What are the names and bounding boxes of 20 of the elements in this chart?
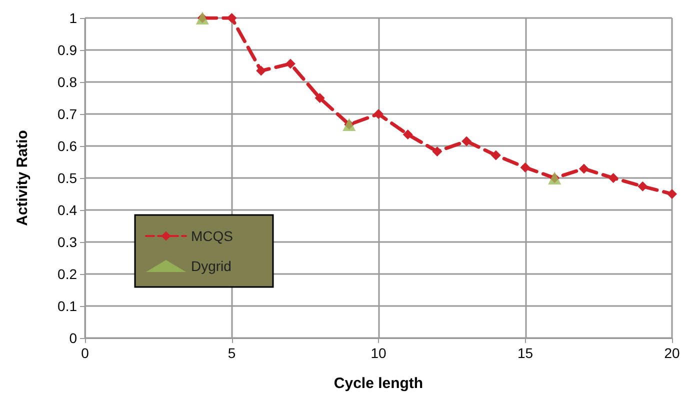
y-tick-label: 0 [69, 330, 78, 346]
y-tick-label: 0.9 [58, 42, 78, 58]
y-tick-label: 0.8 [58, 74, 78, 90]
y-axis-title: Activity Ratio [14, 130, 31, 226]
y-tick-label: 1 [69, 10, 78, 26]
y-tick-label: 0.1 [58, 298, 78, 314]
x-tick-label: 0 [81, 345, 90, 361]
legend-label: Dygrid [191, 258, 232, 274]
y-tick-label: 0.5 [58, 170, 78, 186]
y-tick-label: 0.6 [58, 138, 78, 154]
x-tick-label: 10 [370, 345, 386, 361]
x-tick-label: 5 [228, 345, 236, 361]
y-tick-label: 0.4 [58, 202, 78, 218]
x-axis-title: Cycle length [334, 375, 424, 392]
y-tick-label: 0.3 [58, 234, 78, 250]
x-tick-label: 20 [664, 345, 680, 361]
legend-label: MCQS [191, 228, 233, 244]
x-tick-label: 15 [517, 345, 534, 361]
y-tick-label: 0.2 [58, 266, 78, 282]
y-tick-label: 0.7 [58, 106, 78, 122]
